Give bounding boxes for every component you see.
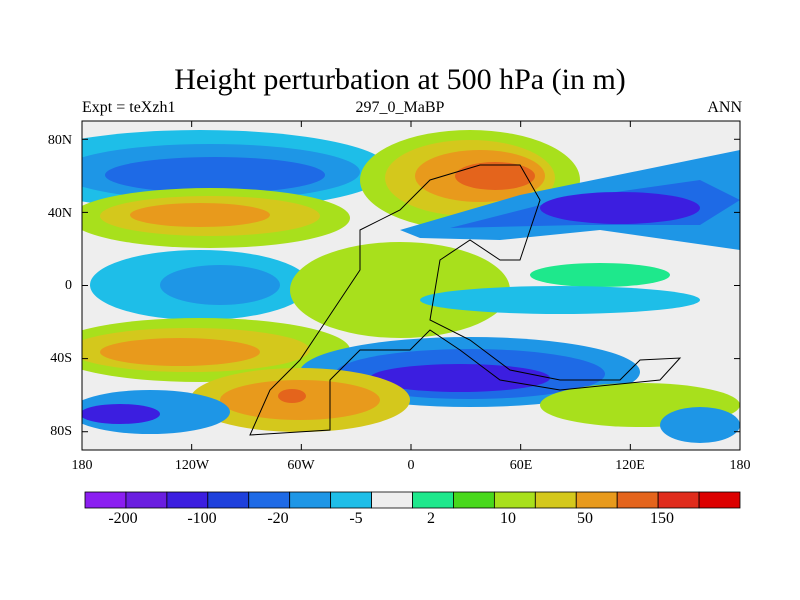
colorbar-swatch-7 — [371, 491, 413, 509]
period-label: 297_0_MaBP — [355, 99, 445, 116]
x-tick-label-120e: 120E — [615, 458, 645, 473]
colorbar-swatch-1 — [125, 491, 168, 509]
colorbar-label-m20: -20 — [267, 510, 289, 527]
anomaly-field — [82, 121, 740, 450]
contour-sh-low-core — [370, 364, 550, 392]
contour-south-high-core — [278, 389, 306, 403]
x-tick-label-180e: 180 — [729, 458, 751, 473]
colorbar-swatch-4 — [248, 491, 291, 509]
y-tick-label-0: 0 — [65, 278, 72, 293]
colorbar-swatch-11 — [534, 491, 577, 509]
x-tick-label-60w: 60W — [287, 458, 315, 473]
colorbar-label-50: 50 — [577, 510, 593, 527]
contour-southeast-low — [660, 407, 740, 443]
colorbar-swatch-6 — [330, 491, 372, 509]
y-tick-label-40n: 40N — [47, 206, 72, 221]
x-tick-label-120w: 120W — [174, 458, 210, 473]
colorbar-label-m200: -200 — [108, 510, 138, 527]
colorbar-label-10: 10 — [500, 510, 516, 527]
colorbar-swatch-15 — [698, 491, 741, 509]
colorbar-swatch-3 — [207, 491, 250, 509]
colorbar — [84, 491, 741, 509]
colorbar-label-2: 2 — [427, 510, 435, 527]
x-tick-label-60e: 60E — [509, 458, 533, 473]
contour-eq-indian — [530, 263, 670, 287]
chart-title: Height perturbation at 500 hPa (in m) — [174, 63, 626, 96]
colorbar-label-m5: -5 — [349, 510, 363, 527]
contour-ne-high-core — [455, 162, 535, 190]
contour-eq-indian-low — [420, 286, 700, 314]
colorbar-swatch-9 — [453, 491, 495, 509]
y-tick-label-80s: 80S — [50, 424, 72, 439]
colorbar-swatch-14 — [657, 491, 700, 509]
y-tick-label-80n: 80N — [47, 133, 72, 148]
contour-pacific-high-core — [130, 203, 270, 227]
experiment-label: Expt = teXzh1 — [82, 99, 176, 116]
colorbar-swatch-2 — [166, 491, 209, 509]
contour-southwest-low-core — [82, 404, 160, 424]
contour-eq-pacific-core — [160, 265, 280, 305]
continent-outline — [249, 164, 682, 436]
x-tick-label-0: 0 — [407, 458, 415, 473]
colorbar-swatch-13 — [616, 491, 659, 509]
x-tick-label-180w: 180 — [71, 458, 93, 473]
colorbar-swatch-5 — [289, 491, 332, 509]
colorbar-swatch-8 — [412, 491, 454, 509]
colorbar-swatch-10 — [493, 491, 536, 509]
axis-ticks — [81, 121, 741, 450]
season-label: ANN — [707, 99, 742, 116]
contour-eq-atlantic-high — [290, 242, 510, 338]
y-tick-label-40s: 40S — [50, 351, 72, 366]
contour-asia-low-core — [540, 192, 700, 224]
contour-nw-core — [105, 157, 325, 193]
contour-sh-high-core — [100, 338, 260, 366]
colorbar-label-m100: -100 — [187, 510, 217, 527]
colorbar-swatch-0 — [84, 491, 127, 509]
colorbar-label-150: 150 — [650, 510, 674, 527]
colorbar-swatch-12 — [575, 491, 618, 509]
